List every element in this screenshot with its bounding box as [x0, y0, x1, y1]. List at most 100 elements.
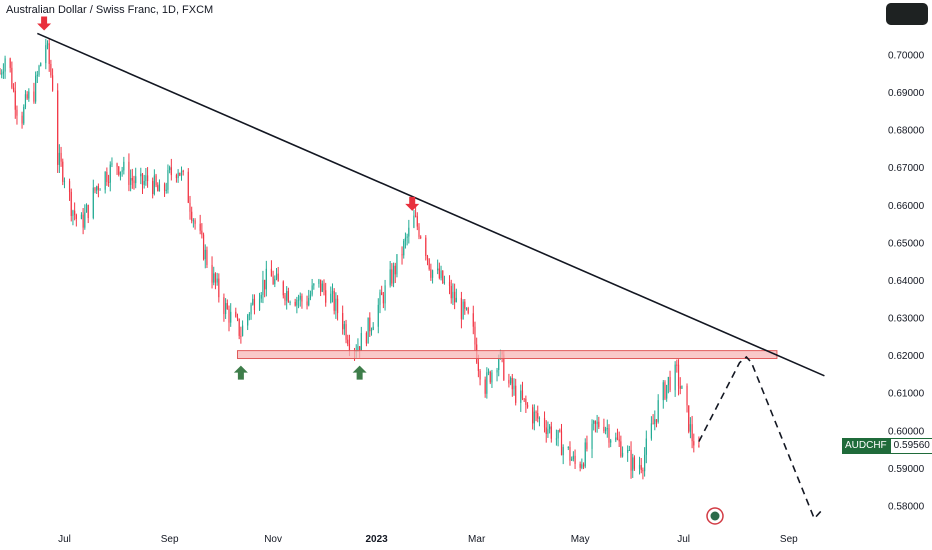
y-tick-label: 0.66000	[888, 201, 925, 212]
candle-body	[258, 298, 261, 311]
y-axis-ticks: 0.710000.700000.690000.680000.670000.660…	[888, 13, 925, 513]
candle-body	[543, 418, 546, 428]
price-tag-symbol: AUDCHF	[842, 438, 890, 454]
candle-body	[581, 464, 583, 468]
candle-body	[191, 211, 193, 221]
candle-body	[484, 379, 486, 394]
y-tick-label: 0.58000	[888, 501, 925, 512]
candle-body	[87, 204, 89, 218]
candle-body	[14, 90, 16, 110]
candle-body	[97, 186, 99, 190]
candle-body	[96, 186, 98, 191]
candle-body	[60, 152, 62, 162]
candle-body	[297, 299, 300, 301]
candle-body	[454, 291, 456, 303]
candle-body	[286, 291, 288, 301]
candle-body	[667, 377, 669, 385]
candle-body	[226, 303, 228, 310]
candle-body	[309, 294, 312, 299]
projection-dashed-line	[698, 355, 824, 521]
candle-body	[130, 177, 132, 185]
candle-body	[537, 413, 539, 419]
candle-body	[206, 249, 208, 265]
candle-body	[80, 214, 83, 220]
candle-body	[465, 308, 468, 310]
candle-body	[284, 295, 286, 301]
candle-body	[1, 73, 3, 75]
candle-body	[308, 298, 310, 306]
candle-body	[85, 204, 88, 213]
candle-body	[2, 71, 4, 74]
candle-body	[311, 285, 313, 295]
candle-body	[74, 210, 76, 215]
watermark-logo	[706, 507, 724, 525]
candle-body	[12, 87, 15, 91]
x-tick-label: Jul	[58, 534, 71, 545]
candle-body	[218, 278, 220, 298]
candle-body	[401, 254, 403, 256]
candle-body	[265, 268, 267, 290]
candle-body	[192, 220, 194, 222]
candle-body	[666, 384, 668, 399]
candle-body	[698, 445, 700, 447]
candle-body	[50, 63, 52, 76]
candle-body	[557, 430, 559, 439]
candle-body	[336, 298, 339, 314]
corner-button[interactable]	[886, 3, 928, 25]
candle-body	[526, 404, 529, 408]
candle-body	[157, 185, 159, 192]
candle-body	[26, 94, 28, 99]
candle-body	[389, 269, 391, 286]
candle-body	[152, 181, 154, 194]
candle-body	[235, 311, 237, 317]
candle-body	[594, 420, 597, 425]
candle-body	[535, 411, 537, 414]
candle-body	[392, 265, 395, 284]
candle-body	[396, 254, 398, 275]
candle-body	[123, 161, 125, 171]
candle-body	[496, 370, 498, 373]
candle-body	[657, 400, 659, 422]
candle-body	[238, 318, 240, 336]
candle-body	[467, 308, 469, 314]
candle-body	[688, 405, 690, 432]
candle-body	[491, 372, 493, 383]
candle-body	[691, 424, 693, 442]
candle-body	[511, 377, 513, 390]
candle-body	[194, 220, 196, 224]
candle-body	[202, 234, 205, 260]
candle-body	[644, 454, 646, 472]
candle-body	[638, 465, 641, 469]
candle-body	[603, 426, 605, 432]
candle-body	[515, 385, 517, 403]
candle-body	[343, 324, 345, 330]
candle-body	[23, 106, 25, 124]
candle-body	[248, 314, 250, 316]
x-axis-ticks: Jul Sep Nov 2023 Mar May Jul Sep	[58, 534, 798, 545]
candle-body	[403, 240, 405, 256]
candle-body	[92, 187, 94, 218]
candle-body	[437, 268, 439, 271]
candle-body	[75, 214, 77, 220]
x-tick-label: 2023	[365, 534, 388, 545]
candle-body	[381, 292, 383, 296]
candle-body	[391, 269, 393, 284]
candle-body	[450, 285, 452, 299]
candle-body	[163, 184, 166, 191]
candle-body	[472, 313, 474, 327]
candle-body	[420, 236, 422, 238]
candle-body	[369, 317, 371, 332]
y-tick-label: 0.69000	[888, 88, 925, 99]
candle-body	[109, 164, 111, 183]
candle-body	[618, 439, 620, 442]
candle-body	[275, 273, 278, 279]
resistance-zone	[236, 350, 778, 360]
candle-body	[182, 170, 184, 172]
candle-body	[677, 364, 680, 387]
x-tick-label: Sep	[161, 534, 179, 545]
candle-body	[460, 297, 463, 320]
candle-body	[230, 311, 232, 323]
candle-body	[48, 43, 50, 64]
trendline	[37, 32, 825, 377]
